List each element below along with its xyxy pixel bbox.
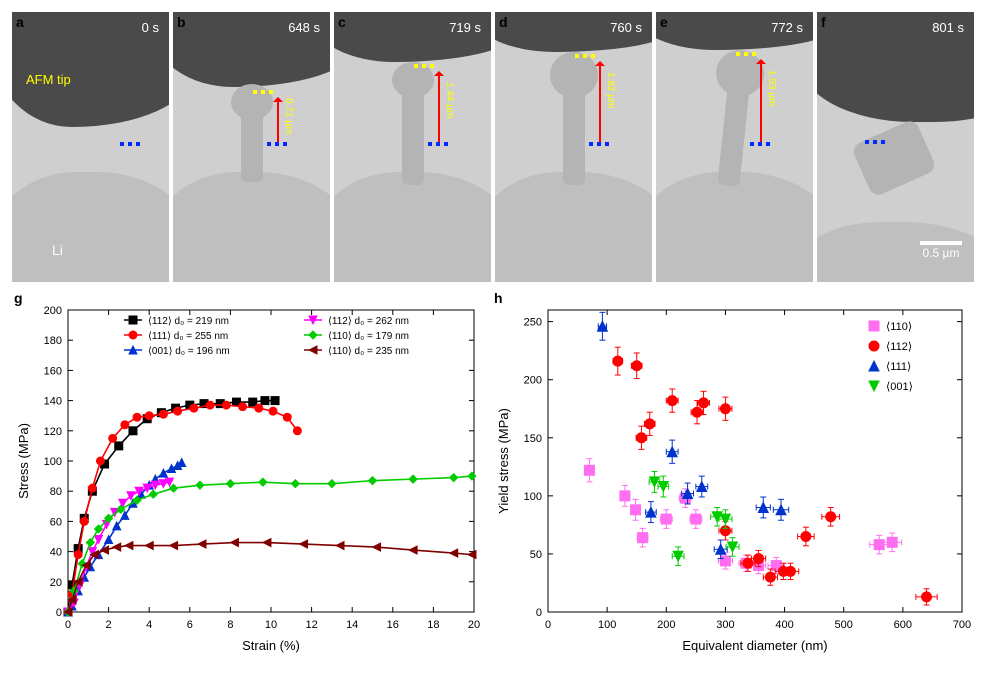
svg-text:400: 400: [775, 619, 793, 631]
svg-text:⟨110⟩ d₀ = 179 nm: ⟨110⟩ d₀ = 179 nm: [328, 331, 409, 342]
tem-panel-row: a 0 s AFM tip Li b 648 s 0.71 µm c 719 s: [12, 12, 974, 282]
svg-text:700: 700: [953, 619, 971, 631]
panel-label: d: [499, 14, 508, 30]
svg-text:0: 0: [65, 619, 71, 631]
svg-text:⟨112⟩ d₀ = 262 nm: ⟨112⟩ d₀ = 262 nm: [328, 316, 409, 327]
panel-label: h: [494, 290, 503, 306]
svg-text:200: 200: [657, 619, 675, 631]
tem-panel-e: e 772 s 1.93 µm: [656, 12, 813, 282]
chart-row: g 02468101214161820020406080100120140160…: [12, 290, 974, 663]
svg-text:8: 8: [227, 619, 233, 631]
svg-text:⟨001⟩: ⟨001⟩: [886, 381, 913, 393]
tem-panel-f: f 801 s 0.5 µm: [817, 12, 974, 282]
svg-text:0: 0: [56, 607, 62, 619]
chart-g: 0246810121416182002040608010012014016018…: [12, 290, 486, 658]
time-label: 648 s: [288, 20, 320, 35]
displacement-label: 1.82 µm: [605, 72, 616, 108]
panel-label: e: [660, 14, 668, 30]
figure-wrap: a 0 s AFM tip Li b 648 s 0.71 µm c 719 s: [12, 12, 974, 663]
chart-h-box: h 0 100 200 300 400 500 600 700 0 50 100 150 200 250 E…: [492, 290, 974, 663]
svg-text:150: 150: [524, 433, 542, 445]
svg-text:18: 18: [427, 619, 439, 631]
svg-text:300: 300: [716, 619, 734, 631]
svg-text:⟨111⟩: ⟨111⟩: [886, 361, 911, 373]
time-label: 760 s: [610, 20, 642, 35]
li-label: Li: [52, 242, 63, 258]
panel-label: f: [821, 14, 826, 30]
svg-text:⟨112⟩ d₀ = 219 nm: ⟨112⟩ d₀ = 219 nm: [148, 316, 229, 327]
chart-g-box: g 02468101214161820020406080100120140160…: [12, 290, 486, 663]
svg-text:20: 20: [468, 619, 480, 631]
displacement-label: 0.71 µm: [283, 98, 294, 134]
displacement-label: 1.93 µm: [766, 70, 777, 106]
panel-label: a: [16, 14, 24, 30]
svg-text:100: 100: [598, 619, 616, 631]
tem-panel-c: c 719 s 1.44 µm: [334, 12, 491, 282]
svg-text:140: 140: [44, 396, 62, 408]
svg-text:12: 12: [305, 619, 317, 631]
svg-text:200: 200: [524, 375, 542, 387]
svg-text:600: 600: [894, 619, 912, 631]
svg-text:Strain (%): Strain (%): [242, 638, 300, 653]
svg-text:16: 16: [387, 619, 399, 631]
svg-text:200: 200: [44, 305, 62, 317]
svg-text:50: 50: [530, 549, 542, 561]
svg-text:⟨001⟩ d₀ = 196 nm: ⟨001⟩ d₀ = 196 nm: [148, 346, 230, 357]
svg-text:⟨110⟩: ⟨110⟩: [886, 321, 912, 333]
svg-text:160: 160: [44, 365, 62, 377]
panel-label: g: [14, 290, 23, 306]
chart-h: 0 100 200 300 400 500 600 700 0 50 100 150 200 250 Equ…: [492, 290, 974, 658]
displacement-label: 1.44 µm: [444, 82, 455, 118]
tem-panel-d: d 760 s 1.82 µm: [495, 12, 652, 282]
svg-text:10: 10: [265, 619, 277, 631]
time-label: 0 s: [142, 20, 159, 35]
legend: ⟨112⟩ d₀ = 219 nm ⟨111⟩ d₀ = 255 nm ⟨001⟩ …: [124, 316, 409, 357]
svg-text:Yield stress (MPa): Yield stress (MPa): [496, 408, 511, 514]
svg-text:100: 100: [44, 456, 62, 468]
svg-text:60: 60: [50, 516, 62, 528]
svg-text:14: 14: [346, 619, 358, 631]
svg-text:180: 180: [44, 335, 62, 347]
panel-label: c: [338, 14, 346, 30]
tem-panel-b: b 648 s 0.71 µm: [173, 12, 330, 282]
svg-text:120: 120: [44, 426, 62, 438]
svg-text:250: 250: [524, 317, 542, 329]
svg-text:20: 20: [50, 577, 62, 589]
svg-text:⟨110⟩ d₀ = 235 nm: ⟨110⟩ d₀ = 235 nm: [328, 346, 409, 357]
svg-text:40: 40: [50, 547, 62, 559]
time-label: 801 s: [932, 20, 964, 35]
svg-text:2: 2: [106, 619, 112, 631]
svg-text:Stress (MPa): Stress (MPa): [16, 423, 31, 499]
svg-text:500: 500: [835, 619, 853, 631]
svg-text:80: 80: [50, 486, 62, 498]
panel-label: b: [177, 14, 186, 30]
legend: ⟨110⟩ ⟨112⟩ ⟨111⟩ ⟨001⟩: [869, 321, 913, 393]
svg-text:⟨111⟩ d₀ = 255 nm: ⟨111⟩ d₀ = 255 nm: [148, 331, 228, 342]
scale-bar-text: 0.5 µm: [920, 246, 962, 260]
svg-text:Equivalent diameter (nm): Equivalent diameter (nm): [682, 638, 827, 653]
tem-panel-a: a 0 s AFM tip Li: [12, 12, 169, 282]
svg-text:0: 0: [536, 607, 542, 619]
afm-tip-label: AFM tip: [26, 72, 71, 87]
svg-text:4: 4: [146, 619, 152, 631]
svg-text:0: 0: [545, 619, 551, 631]
scale-bar: 0.5 µm: [920, 241, 962, 260]
time-label: 719 s: [449, 20, 481, 35]
time-label: 772 s: [771, 20, 803, 35]
svg-text:100: 100: [524, 491, 542, 503]
svg-text:6: 6: [187, 619, 193, 631]
svg-text:⟨112⟩: ⟨112⟩: [886, 341, 912, 353]
